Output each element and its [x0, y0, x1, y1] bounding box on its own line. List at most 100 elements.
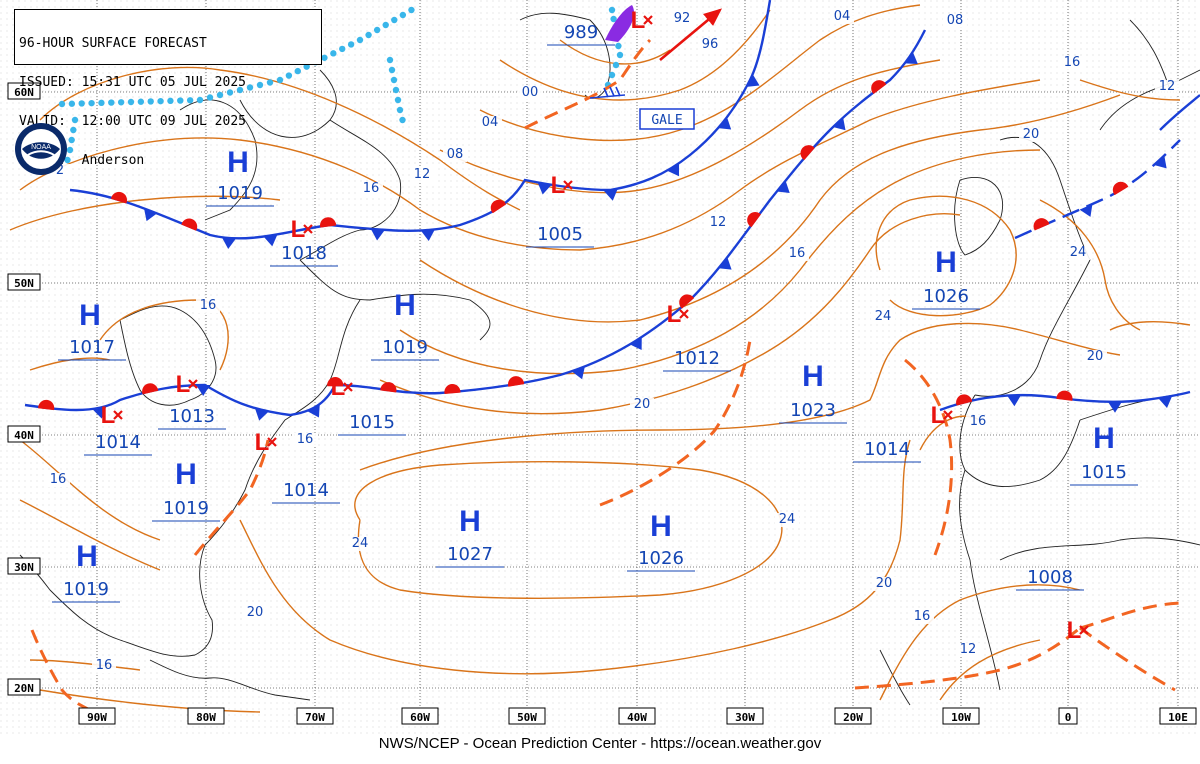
svg-text:L: L — [631, 7, 646, 34]
isobar-value: 24 — [779, 512, 796, 527]
pressure-value: 1019 — [217, 183, 263, 204]
noaa-logo: NOAA — [15, 123, 67, 175]
isobar-value: 12 — [960, 642, 977, 657]
lon-label: 10E — [1159, 707, 1197, 725]
front-symbols — [38, 51, 1173, 421]
forecast-header: 96-HOUR SURFACE FORECAST ISSUED: 15:31 U… — [14, 9, 322, 167]
isobar-value: 92 — [674, 11, 691, 26]
low-center-symbol: L — [631, 7, 653, 34]
isobar-value: 24 — [1070, 245, 1087, 260]
pressure-value: 1013 — [169, 406, 215, 427]
lat-label-text: 40N — [14, 429, 34, 442]
lon-label-text: 0 — [1065, 711, 1072, 724]
lon-label-text: 10E — [1168, 711, 1188, 724]
header-title: 96-HOUR SURFACE FORECAST — [19, 36, 207, 51]
high-center-symbol: H — [459, 505, 481, 538]
lon-label-text: 30W — [735, 711, 755, 724]
isobar-value: 16 — [363, 181, 380, 196]
lat-label-text: 30N — [14, 561, 34, 574]
logo-text: NOAA — [31, 144, 51, 151]
svg-text:L: L — [331, 374, 346, 401]
lon-label-text: 40W — [627, 711, 647, 724]
isobar-value: 08 — [947, 13, 964, 28]
svg-text:L: L — [1067, 617, 1082, 644]
lon-label-text: 50W — [517, 711, 537, 724]
low-center-symbol: L — [101, 402, 123, 429]
lon-label: 30W — [726, 707, 764, 725]
pressure-value: 1019 — [382, 337, 428, 358]
lon-label-text: 80W — [196, 711, 216, 724]
svg-text:L: L — [667, 301, 682, 328]
high-center-symbol: H — [175, 458, 197, 491]
high-center-symbol: H — [394, 289, 416, 322]
pressure-value: 989 — [564, 22, 598, 43]
lon-label: 90W — [78, 707, 116, 725]
pressure-value: 1008 — [1027, 567, 1073, 588]
isobar-value: 08 — [447, 147, 464, 162]
gale-warning: GALE — [639, 108, 695, 130]
isobar-value: 24 — [875, 309, 892, 324]
graticule — [30, 0, 1200, 710]
pressure-value: 1014 — [864, 439, 910, 460]
lon-label-text: 20W — [843, 711, 863, 724]
isobar-value: 2 — [56, 163, 64, 178]
high-center-symbol: H — [227, 146, 249, 179]
isobar-value: 16 — [789, 246, 806, 261]
isobar-value: 12 — [710, 215, 727, 230]
pressure-centers: H 1019 H 1019 H 1017 H 1019 H 1019 H 1027 H 1026 H 1023… — [52, 7, 1138, 644]
lat-lon-dot-grid — [0, 0, 1200, 735]
pressure-value: 1026 — [923, 286, 969, 307]
pressure-value: 1019 — [163, 498, 209, 519]
lon-label: 10W — [942, 707, 980, 725]
lon-label-text: 70W — [305, 711, 325, 724]
lon-label: 50W — [508, 707, 546, 725]
isobar-value: 20 — [247, 605, 264, 620]
high-center-symbol: H — [935, 246, 957, 279]
storm-track-arrow — [659, 8, 722, 61]
latitude-labels: 60N 50N 40N 30N 20N — [7, 82, 41, 696]
gale-label: GALE — [651, 113, 682, 128]
isobar-value: 20 — [1087, 349, 1104, 364]
lat-label: 40N — [7, 425, 41, 443]
isobar-value: 16 — [50, 472, 67, 487]
footer-credit: NWS/NCEP - Ocean Prediction Center - htt… — [378, 735, 822, 752]
pressure-value: 1015 — [1081, 462, 1127, 483]
troughs — [30, 38, 1181, 712]
isobar-value: 00 — [522, 85, 539, 100]
lat-label: 50N — [7, 273, 41, 291]
lat-label-text: 20N — [14, 682, 34, 695]
isobar-value: 96 — [702, 37, 719, 52]
isobar-value: 24 — [352, 536, 369, 551]
pressure-value: 1027 — [447, 544, 493, 565]
low-center-symbol: L — [931, 402, 953, 429]
svg-text:L: L — [291, 216, 306, 243]
low-center-symbol: L — [255, 429, 277, 456]
lon-label: 0 — [1058, 707, 1078, 725]
longitude-labels: 90W 80W 70W 60W 50W 40W 30W 20W 10W 0 10E — [78, 707, 1197, 725]
svg-text:L: L — [101, 402, 116, 429]
isobar-value: 04 — [482, 115, 499, 130]
isobar-value: 16 — [96, 658, 113, 673]
isobar-value: 12 — [1159, 79, 1176, 94]
header-valid: VALID: 12:00 UTC 09 JUL 2025 — [19, 114, 246, 129]
high-center-symbol: H — [76, 540, 98, 573]
isobar-value: 16 — [297, 432, 314, 447]
pressure-value: 1026 — [638, 548, 684, 569]
isobar-value: 16 — [1064, 55, 1081, 70]
isobar-value: 16 — [914, 609, 931, 624]
isobar-value: 20 — [876, 576, 893, 591]
header-issued: ISSUED: 15:31 UTC 05 JUL 2025 — [19, 75, 246, 90]
pressure-value: 1017 — [69, 337, 115, 358]
isobar-value: 04 — [834, 9, 851, 24]
high-center-symbol: H — [802, 360, 824, 393]
low-center-symbol: L — [1067, 617, 1089, 644]
lat-label: 60N — [7, 82, 41, 100]
lat-label-text: 60N — [14, 86, 34, 99]
low-center-symbol: L — [667, 301, 689, 328]
wind-barb — [589, 86, 626, 99]
lon-label-text: 60W — [410, 711, 430, 724]
isobar-labels: 92 96 04 08 16 12 00 04 08 12 16 12 16 20 16 16 20 24 24 24… — [46, 9, 1179, 673]
isobar-value: 20 — [634, 397, 651, 412]
pressure-value: 1014 — [283, 480, 329, 501]
